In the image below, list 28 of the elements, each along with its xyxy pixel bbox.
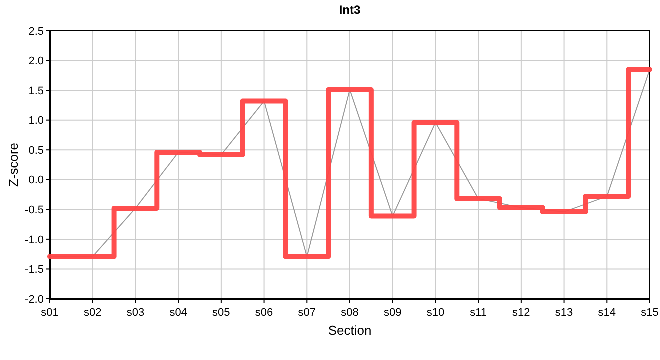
x-tick-label: s05	[212, 307, 230, 319]
y-tick-label: -1.5	[25, 264, 44, 276]
y-axis-title: Z-score	[6, 142, 21, 188]
y-tick-label: 1.0	[28, 115, 44, 128]
x-tick-label: s09	[384, 307, 402, 319]
x-tick-label: s06	[255, 307, 274, 319]
x-axis-title: Section	[328, 323, 372, 338]
y-tick-label: 0.0	[28, 174, 44, 187]
x-tick-label: s04	[170, 307, 188, 319]
y-tick-label: 2.0	[28, 56, 44, 68]
y-tick-label: 0.5	[28, 144, 44, 157]
y-tick-label: 2.5	[28, 26, 44, 38]
x-tick-label: s14	[598, 307, 616, 319]
y-tick-label: 1.5	[28, 85, 44, 98]
x-tick-label: s10	[426, 307, 445, 319]
x-tick-label: s03	[126, 307, 145, 319]
y-tick-label: -1.0	[25, 234, 44, 246]
x-tick-label: s02	[84, 307, 102, 319]
chart-title: Int3	[339, 3, 361, 17]
y-tick-label: -2.0	[25, 294, 44, 306]
x-tick-label: s11	[470, 307, 488, 319]
x-tick-label: s01	[41, 307, 59, 319]
x-tick-label: s07	[298, 307, 316, 319]
x-tick-label: s15	[641, 307, 659, 319]
x-tick-label: s12	[512, 307, 530, 319]
y-tick-label: -0.5	[25, 204, 44, 217]
x-tick-label: s08	[341, 307, 359, 319]
x-tick-label: s13	[555, 307, 574, 319]
